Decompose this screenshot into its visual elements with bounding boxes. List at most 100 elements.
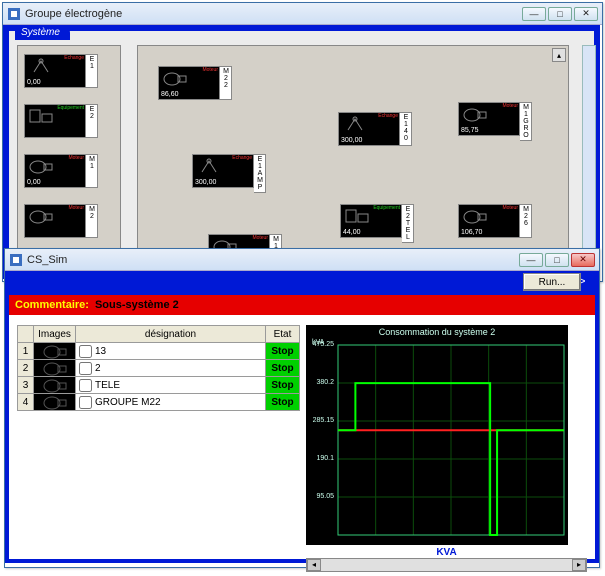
x-axis-label: KVA xyxy=(306,547,587,558)
row-index: 3 xyxy=(18,377,34,394)
commentaire-label: Commentaire: xyxy=(15,299,89,311)
row-designation: 2 xyxy=(76,360,266,377)
table-panel: Images désignation Etat 113Stop22Stop3TE… xyxy=(17,325,300,572)
scroll-right-button[interactable]: ▸ xyxy=(572,559,586,571)
run-button[interactable]: Run... xyxy=(523,273,581,291)
tile-value: 0,00 xyxy=(27,79,41,86)
tile-tag: Echange xyxy=(64,56,84,61)
y-tick-label: 380.2 xyxy=(306,379,334,386)
y-tick-label: 190.1 xyxy=(306,455,334,462)
close-button[interactable]: ✕ xyxy=(574,7,598,21)
tile-label: E140 xyxy=(400,112,412,146)
designation-table: Images désignation Etat 113Stop22Stop3TE… xyxy=(17,325,300,411)
equipment-tile[interactable]: Echange 300,00 E1AMP xyxy=(192,154,266,193)
maximize-button[interactable]: □ xyxy=(548,7,572,21)
equipment-tile[interactable]: EquipementE2 xyxy=(24,104,98,138)
row-checkbox[interactable] xyxy=(79,396,92,409)
equipment-tile[interactable]: MoteurM2 xyxy=(24,204,98,238)
tile-value: 300,00 xyxy=(195,179,216,186)
y-tick-label: 285.15 xyxy=(306,417,334,424)
app-icon xyxy=(9,253,23,267)
col-images: Images xyxy=(34,326,76,343)
tile-tag: Equipement xyxy=(57,106,84,111)
row-image xyxy=(34,377,76,394)
chart-panel: Consommation du système 2 kVA 475.25380.… xyxy=(306,325,587,572)
left-pane: Echange0,00E1EquipementE2Moteur0,00M1Mot… xyxy=(17,45,121,269)
app-icon xyxy=(7,7,21,21)
minimize-button[interactable]: — xyxy=(519,253,543,267)
back-window-titlebar: Groupe électrogène — □ ✕ xyxy=(3,3,602,25)
tile-value: 106,70 xyxy=(461,229,482,236)
consumption-chart: Consommation du système 2 kVA 475.25380.… xyxy=(306,325,568,545)
col-idx xyxy=(18,326,34,343)
tile-value: 44,00 xyxy=(343,229,361,236)
tile-tag: Echange xyxy=(378,114,398,119)
equipment-tile[interactable]: Moteur 85,75 M1GRO xyxy=(458,102,532,141)
tile-tag: Moteur xyxy=(68,156,84,161)
equipment-tile[interactable]: Echange 300,00 E140 xyxy=(338,112,412,146)
col-designation: désignation xyxy=(76,326,266,343)
row-checkbox[interactable] xyxy=(79,345,92,358)
tile-tag: Echange xyxy=(232,156,252,161)
y-tick-label: 95.05 xyxy=(306,493,334,500)
scroll-up-button[interactable]: ▴ xyxy=(552,48,566,62)
tile-label: M26 xyxy=(520,204,532,238)
commentaire-bar: Commentaire: Sous-système 2 xyxy=(9,295,595,315)
row-image xyxy=(34,360,76,377)
scroll-left-button[interactable]: ◂ xyxy=(307,559,321,571)
commentaire-value: Sous-système 2 xyxy=(95,299,179,311)
row-index: 1 xyxy=(18,343,34,360)
row-index: 4 xyxy=(18,394,34,411)
right-pane: ▴ ▾ Moteur86,60M22Echange300,00E140Moteu… xyxy=(137,45,569,269)
tile-value: 300,00 xyxy=(341,137,362,144)
chart-scroll-x[interactable]: ◂ ▸ xyxy=(306,558,587,572)
tile-tag: Moteur xyxy=(502,206,518,211)
tile-label: M2 xyxy=(86,204,98,238)
tile-label: E2 xyxy=(86,104,98,138)
row-checkbox[interactable] xyxy=(79,379,92,392)
tile-label: M1GRO xyxy=(520,102,532,141)
equipment-tile[interactable]: Echange 0,00 E1 xyxy=(24,54,98,88)
close-button[interactable]: ✕ xyxy=(571,253,595,267)
outer-scrollbar[interactable] xyxy=(582,45,596,269)
equipment-tile[interactable]: Moteur 106,70 M26 xyxy=(458,204,532,238)
tile-label: E1AMP xyxy=(254,154,266,193)
etat-button[interactable]: Stop xyxy=(266,394,300,411)
tile-value: 86,60 xyxy=(161,91,179,98)
tile-tag: Moteur xyxy=(502,104,518,109)
back-window-title: Groupe électrogène xyxy=(25,8,122,20)
tile-tag: Moteur xyxy=(68,206,84,211)
row-checkbox[interactable] xyxy=(79,362,92,375)
etat-button[interactable]: Stop xyxy=(266,377,300,394)
equipment-tile[interactable]: Moteur 0,00 M1 xyxy=(24,154,98,188)
front-window-titlebar: CS_Sim — □ ✕ xyxy=(5,249,599,271)
equipment-tile[interactable]: Equipement 44,00 E2TEL xyxy=(340,204,414,243)
minimize-button[interactable]: — xyxy=(522,7,546,21)
equipment-tile[interactable]: Moteur 86,60 M22 xyxy=(158,66,232,100)
tile-value: 0,00 xyxy=(27,179,41,186)
maximize-button[interactable]: □ xyxy=(545,253,569,267)
row-designation: GROUPE M22 xyxy=(76,394,266,411)
tile-tag: Equipement xyxy=(373,206,400,211)
tile-label: E2TEL xyxy=(402,204,414,243)
col-etat: Etat xyxy=(266,326,300,343)
tile-label: M22 xyxy=(220,66,232,100)
tile-tag: Moteur xyxy=(252,236,268,241)
row-image xyxy=(34,343,76,360)
front-window-title: CS_Sim xyxy=(27,254,67,266)
nav-bar: < > xyxy=(5,271,599,291)
tile-label: M1 xyxy=(86,154,98,188)
row-image xyxy=(34,394,76,411)
row-index: 2 xyxy=(18,360,34,377)
row-designation: TELE xyxy=(76,377,266,394)
table-row: 3 TELEStop xyxy=(18,377,300,394)
table-row: 22Stop xyxy=(18,360,300,377)
row-designation: 13 xyxy=(76,343,266,360)
tile-value: 85,75 xyxy=(461,127,479,134)
tile-label: E1 xyxy=(86,54,98,88)
system-tab[interactable]: Système xyxy=(15,25,70,40)
etat-button[interactable]: Stop xyxy=(266,360,300,377)
etat-button[interactable]: Stop xyxy=(266,343,300,360)
tile-tag: Moteur xyxy=(202,68,218,73)
table-row: 4 GROUPE M22Stop xyxy=(18,394,300,411)
